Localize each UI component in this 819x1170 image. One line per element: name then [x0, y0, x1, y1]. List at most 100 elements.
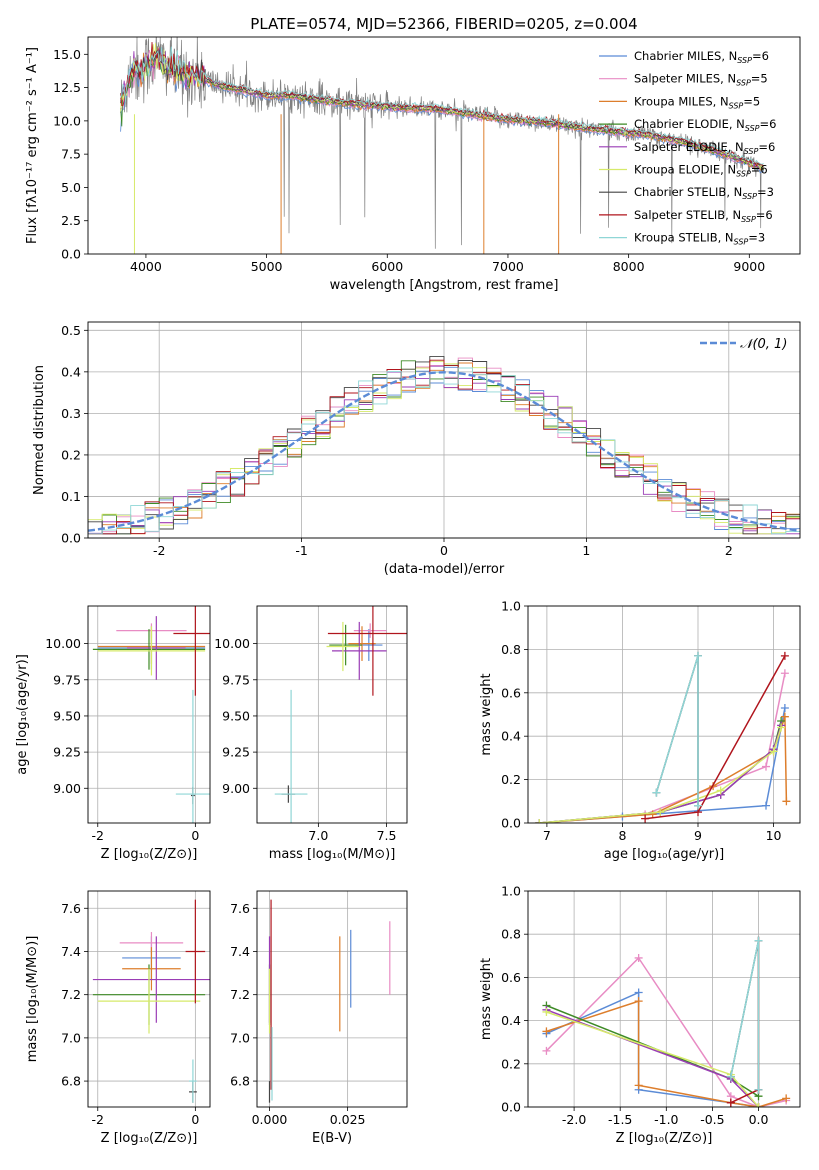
x-tick-label: -1 [295, 543, 307, 558]
legend-nssp: =6 [758, 140, 775, 154]
mass-weight-line [645, 655, 786, 820]
mass-weight-marker [694, 651, 702, 660]
mass-weight-marker [780, 703, 789, 712]
axes-frame [527, 890, 801, 1108]
x-tick-label: 7.5 [377, 828, 397, 843]
x-tick-label: -2 [153, 543, 165, 558]
legend-subscript: SSP [736, 79, 751, 88]
x-tick-label: 0.0 [749, 1112, 769, 1127]
x-axis-label: E(B-V) [312, 1131, 352, 1146]
ticks: 7.0 7.5 9.00 9.25 9.50 9.75 10.00 [214, 636, 396, 843]
y-tick-label: 0.0 [61, 531, 81, 546]
y-tick-label: 0.8 [501, 642, 521, 657]
y-tick-label: 7.6 [230, 901, 250, 916]
x-tick-label: -2.0 [562, 1112, 586, 1127]
y-tick-label: 0.1 [61, 489, 81, 504]
axes-age-vs-z: -2 0 9.00 9.25 9.50 9.75 10.00 Z [log₁₀(Z/Z⊙)] a… [15, 605, 211, 862]
legend-nssp: =6 [752, 49, 769, 63]
y-tick-label: 5.0 [61, 180, 81, 195]
axes-mass-vs-ebv: 0.000 0.025 6.8 7.0 7.2 7.4 7.6 E(B-V) [230, 890, 408, 1146]
mass-weight-line [655, 655, 699, 806]
mass-weight-marker [634, 997, 643, 1006]
axes-frame [87, 605, 211, 824]
mass-weight-marker [754, 1085, 763, 1094]
legend-label: Chabrier STELIB, N [634, 185, 742, 199]
mass-weight-marker [535, 819, 544, 823]
ticks: 0.000 0.025 6.8 7.0 7.2 7.4 7.6 [230, 901, 365, 1127]
plot-area [535, 651, 791, 823]
y-tick-label: 2.5 [61, 213, 81, 228]
mass-weight-marker [762, 801, 770, 810]
plot-area [542, 936, 791, 1107]
y-tick-label: 9.25 [53, 745, 81, 760]
legend-entry: Chabrier MILES, NSSP=6 [634, 49, 769, 65]
model-spectrum-line [120, 50, 764, 174]
x-tick-label: -0.5 [700, 1112, 724, 1127]
ticks: 7 8 9 10 0.0 0.2 0.4 0.6 0.8 1.0 [501, 599, 781, 844]
legend-subscript: SSP [741, 215, 756, 224]
y-tick-label: 7.0 [61, 1030, 81, 1045]
x-axis-label: age [log₁₀(age/yr)] [604, 847, 725, 862]
chart-title: PLATE=0574, MJD=52366, FIBERID=0205, z=0… [250, 15, 637, 33]
mass-weight-marker [641, 814, 650, 823]
y-axis-label: mass [log₁₀(M/M⊙)] [25, 936, 40, 1063]
legend-subscript: SSP [729, 101, 744, 110]
axes-weight-vs-z: -2.0 -1.5 -1.0 -0.5 0.0 0.0 0.2 0.4 0.6 0.8 1.0 Z [… [479, 884, 801, 1146]
x-tick-label: 7000 [492, 259, 524, 274]
y-tick-label: 0.4 [61, 364, 81, 379]
y-tick-label: 9.25 [222, 745, 250, 760]
axes-mass-vs-z: -2 0 6.8 7.0 7.2 7.4 7.6 Z [log₁₀(Z/Z⊙)] mass [l… [25, 890, 211, 1146]
legend-entry: 𝒩(0, 1) [740, 337, 787, 352]
y-tick-label: 7.5 [61, 147, 81, 162]
legend-label: Salpeter MILES, N [634, 72, 736, 86]
legend-subscript: SSP [745, 124, 760, 133]
mass-weight-marker [782, 1094, 791, 1103]
y-axis-label: age [log₁₀(age/yr)] [15, 654, 30, 775]
residual-histogram-step [88, 359, 800, 538]
x-tick-label: -1.0 [654, 1112, 678, 1127]
x-axis-label: wavelength [Angstrom, rest frame] [330, 278, 559, 293]
x-tick-label: 0 [440, 543, 448, 558]
axes-residuals: -2 -1 0 1 2 0.0 0.1 0.2 0.3 0.4 0.5 (data-model)/er… [32, 321, 801, 577]
x-tick-label: 2 [725, 543, 733, 558]
plot-area [88, 355, 800, 538]
mass-weight-marker [634, 1081, 643, 1090]
legend-nssp: =6 [756, 208, 773, 222]
y-tick-label: 9.75 [53, 672, 81, 687]
legend-label: Kroupa STELIB, N [634, 231, 734, 245]
legend-entry: Salpeter STELIB, NSSP=6 [634, 208, 773, 224]
x-axis-label: Z [log₁₀(Z/Z⊙)] [616, 1131, 713, 1146]
axes-age-vs-mass: 7.0 7.5 9.00 9.25 9.50 9.75 10.00 mass [log₁₀(M… [214, 605, 408, 862]
x-tick-label: 1 [582, 543, 590, 558]
x-tick-label: 7 [543, 828, 551, 843]
legend-entry: Salpeter MILES, NSSP=5 [634, 72, 768, 88]
ticks: -2.0 -1.5 -1.0 -0.5 0.0 0.0 0.2 0.4 0.6 0.8 1.0 [501, 884, 768, 1128]
y-tick-label: 0.5 [61, 323, 81, 338]
y-tick-label: 7.6 [61, 901, 81, 916]
ticks: -2 0 6.8 7.0 7.2 7.4 7.6 [61, 901, 199, 1127]
x-tick-label: 4000 [130, 259, 162, 274]
mass-weight-marker [634, 988, 643, 997]
mass-weight-marker [769, 747, 778, 756]
mass-weight-line [546, 1011, 760, 1107]
legend-entry: Chabrier STELIB, NSSP=3 [634, 185, 774, 201]
y-tick-label: 7.4 [61, 944, 81, 959]
legend-subscript: SSP [744, 147, 759, 156]
legend-entry: Salpeter ELODIE, NSSP=6 [634, 140, 775, 156]
y-tick-label: 0.6 [501, 970, 521, 985]
x-tick-label: -2 [92, 828, 104, 843]
y-tick-label: 10.00 [214, 636, 250, 651]
x-tick-label: 8 [618, 828, 626, 843]
y-tick-label: 6.8 [230, 1074, 250, 1089]
y-tick-label: 0.3 [61, 406, 81, 421]
legend-label: Salpeter STELIB, N [634, 208, 741, 222]
legend-label: Chabrier ELODIE, N [634, 117, 745, 131]
x-tick-label: 0 [191, 828, 199, 843]
y-tick-label: 12.5 [53, 80, 81, 95]
plot-area [92, 899, 210, 1103]
legend-nssp: =5 [751, 72, 768, 86]
y-axis-label: Flux [fλ10⁻¹⁷ erg cm⁻² s⁻¹ A⁻¹] [25, 47, 40, 244]
x-tick-label: 0 [191, 1112, 199, 1127]
x-tick-label: 0.000 [252, 1112, 288, 1127]
